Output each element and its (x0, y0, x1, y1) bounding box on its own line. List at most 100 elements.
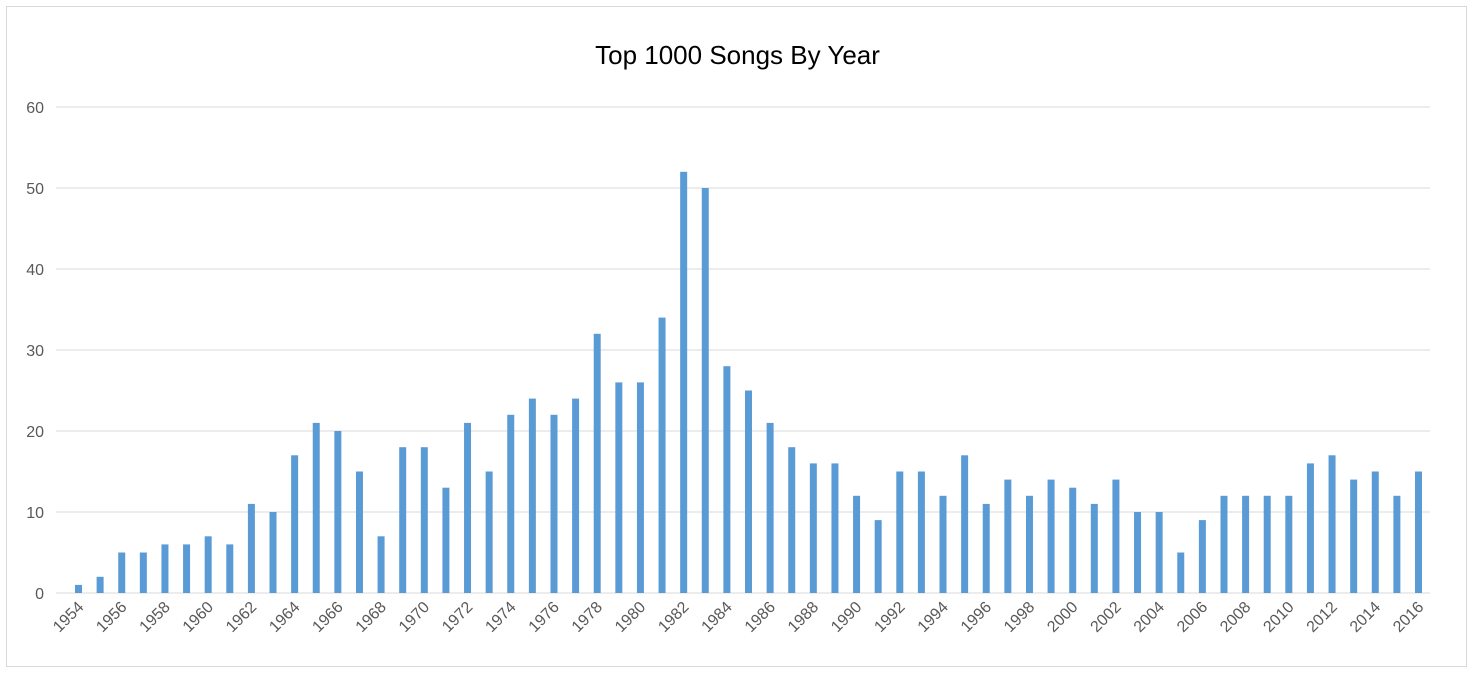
x-tick-label: 1980 (612, 599, 649, 636)
bar-1976 (550, 414, 558, 593)
bar-1991 (874, 520, 882, 593)
bar-1965 (312, 422, 320, 593)
bar-1992 (896, 471, 904, 593)
bar-1954 (75, 584, 82, 593)
bar-2013 (1350, 479, 1358, 593)
x-tick-label: 1978 (569, 599, 606, 636)
x-tick-label: 2016 (1390, 599, 1427, 636)
bar-1997 (1004, 479, 1012, 593)
x-tick-label: 1954 (50, 599, 87, 636)
y-tick-label: 50 (26, 181, 44, 198)
x-tick-label: 1988 (785, 599, 822, 636)
bar-1979 (615, 382, 623, 593)
chart-title: Top 1000 Songs By Year (595, 40, 880, 70)
bar-2016 (1415, 471, 1422, 593)
x-tick-label: 1994 (915, 599, 952, 636)
bar-1958 (161, 544, 169, 593)
x-tick-label: 1986 (742, 599, 779, 636)
y-tick-label: 30 (26, 343, 44, 360)
x-tick-label: 1970 (396, 599, 433, 636)
bar-2003 (1134, 512, 1142, 593)
y-tick-label: 40 (26, 262, 44, 279)
bar-1970 (420, 447, 428, 593)
x-tick-label: 1996 (958, 599, 995, 636)
bar-2009 (1263, 495, 1271, 593)
bar-1962 (247, 503, 255, 593)
bar-1969 (399, 447, 407, 593)
bar-1961 (226, 544, 234, 593)
y-tick-label: 60 (26, 100, 44, 117)
bar-1998 (1025, 495, 1033, 593)
bar-1990 (853, 495, 861, 593)
x-tick-label: 1990 (828, 599, 865, 636)
x-tick-label: 2010 (1260, 599, 1297, 636)
y-tick-label: 10 (26, 505, 44, 522)
bar-1974 (507, 414, 515, 593)
bar-1980 (636, 382, 644, 593)
bar-1955 (96, 576, 104, 593)
y-tick-label: 0 (35, 586, 44, 603)
bar-1957 (139, 552, 147, 593)
x-tick-label: 2002 (1088, 599, 1125, 636)
bar-1993 (917, 471, 925, 593)
bar-1964 (291, 455, 299, 593)
bar-1984 (723, 366, 731, 593)
bar-2000 (1069, 487, 1077, 593)
bar-1988 (809, 463, 817, 593)
bar-1975 (528, 398, 536, 593)
bar-1982 (680, 171, 688, 594)
x-tick-label: 2008 (1217, 599, 1254, 636)
x-tick-label: 1962 (223, 599, 260, 636)
bar-2015 (1393, 495, 1401, 593)
bar-1986 (766, 422, 774, 593)
bar-1983 (701, 188, 709, 593)
bar-2002 (1112, 479, 1120, 593)
x-tick-label: 2004 (1131, 599, 1168, 636)
bar-1968 (377, 536, 385, 593)
bar-1981 (658, 317, 666, 593)
bar-2008 (1242, 495, 1250, 593)
bar-1994 (939, 495, 947, 593)
x-tick-label: 2014 (1347, 599, 1384, 636)
x-tick-label: 1974 (482, 599, 519, 636)
x-tick-label: 1998 (1001, 599, 1038, 636)
x-tick-label: 1992 (871, 599, 908, 636)
x-tick-label: 1956 (93, 599, 130, 636)
bar-1967 (355, 471, 363, 593)
bar-1995 (961, 455, 969, 593)
x-tick-label: 2000 (1044, 599, 1081, 636)
bar-1973 (485, 471, 493, 593)
x-tick-label: 1964 (266, 599, 303, 636)
x-tick-label: 1966 (309, 599, 346, 636)
bar-1996 (982, 503, 990, 593)
bar-2001 (1090, 503, 1098, 593)
bar-1989 (831, 463, 839, 593)
bar-2006 (1198, 520, 1206, 593)
x-tick-label: 1976 (526, 599, 563, 636)
bar-1987 (788, 447, 796, 593)
bar-1999 (1047, 479, 1055, 593)
bar-1971 (442, 487, 450, 593)
bar-1963 (269, 512, 277, 593)
bar-1978 (593, 333, 601, 593)
x-tick-label: 1972 (439, 599, 476, 636)
bar-1977 (572, 398, 580, 593)
bar-2005 (1177, 552, 1185, 593)
bar-1966 (334, 431, 342, 593)
x-tick-label: 2006 (1174, 599, 1211, 636)
bar-1972 (464, 422, 472, 593)
bar-1956 (118, 552, 126, 593)
bar-2012 (1328, 455, 1336, 593)
x-tick-label: 1984 (699, 599, 736, 636)
bar-2010 (1285, 495, 1293, 593)
x-tick-label: 2012 (1304, 599, 1341, 636)
x-tick-label: 1958 (137, 599, 174, 636)
x-tick-label: 1982 (655, 599, 692, 636)
x-tick-label: 1960 (180, 599, 217, 636)
bar-1985 (745, 390, 752, 593)
bar-2007 (1220, 495, 1228, 593)
bar-1960 (204, 536, 212, 593)
x-tick-label: 1968 (353, 599, 390, 636)
bar-2011 (1306, 463, 1314, 593)
